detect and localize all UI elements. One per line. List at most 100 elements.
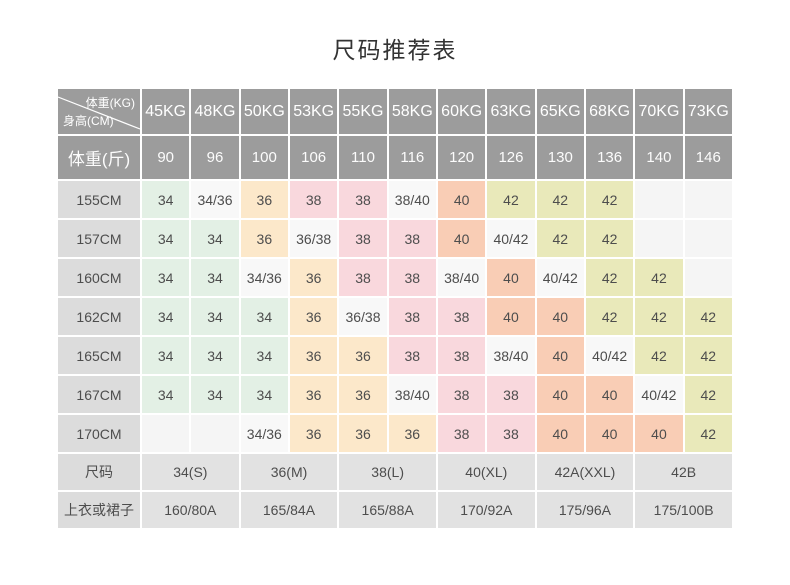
- size-cell: 40: [635, 415, 683, 452]
- size-cell: 40: [487, 259, 535, 296]
- size-cell: 34: [191, 337, 239, 374]
- garment-spec-cell: 165/84A: [240, 492, 338, 528]
- jin-value: 126: [487, 136, 535, 179]
- size-cell: 42: [635, 337, 683, 374]
- size-cell: 38: [388, 259, 436, 296]
- row-label-155cm: 155CM: [58, 181, 140, 218]
- kg-header: 68KG: [585, 89, 634, 134]
- size-cell: 34: [240, 298, 288, 335]
- size-cell: 42: [684, 337, 732, 374]
- size-cell: 38/40: [388, 376, 436, 413]
- jin-value: 120: [437, 136, 486, 179]
- size-cell: [635, 181, 683, 218]
- jin-value: 130: [536, 136, 584, 179]
- size-cell: 34: [142, 220, 190, 257]
- garment-spec-cell: 175/96A: [536, 492, 634, 528]
- header-row-jin: 体重(斤) 90 96 100 106 110 116 120 126 130 …: [58, 136, 732, 179]
- size-cell: 42: [536, 181, 584, 218]
- size-cell: 38: [437, 415, 486, 452]
- size-cell: 42: [635, 259, 683, 296]
- size-cell: [684, 181, 732, 218]
- size-cell: 36: [339, 337, 387, 374]
- size-cell: 34: [191, 259, 239, 296]
- size-cell: [191, 415, 239, 452]
- size-cell: 36: [339, 415, 387, 452]
- size-cell: 38: [487, 376, 535, 413]
- size-cell: 42: [585, 298, 634, 335]
- size-cell: [684, 259, 732, 296]
- size-cell: 36: [240, 220, 288, 257]
- size-cell: 40: [437, 220, 486, 257]
- size-cell: 42: [536, 220, 584, 257]
- garment-row-label: 上衣或裙子: [58, 492, 140, 528]
- table-row-155cm: 155CM 34 34/36 36 38 38 38/40 40 42 42 4…: [58, 181, 732, 218]
- size-cell: 34: [240, 337, 288, 374]
- row-label-160cm: 160CM: [58, 259, 140, 296]
- size-cell: 34: [142, 181, 190, 218]
- size-cell: 42: [585, 220, 634, 257]
- size-cell: 40/42: [536, 259, 584, 296]
- size-cell: 36: [289, 298, 338, 335]
- size-cell: [684, 220, 732, 257]
- size-cell: 34: [142, 298, 190, 335]
- size-cell: 40: [585, 376, 634, 413]
- size-cell: 36: [289, 337, 338, 374]
- size-cell: 40/42: [487, 220, 535, 257]
- row-label-167cm: 167CM: [58, 376, 140, 413]
- table-row-157cm: 157CM 34 34 36 36/38 38 38 40 40/42 42 4…: [58, 220, 732, 257]
- size-cell: 40: [487, 298, 535, 335]
- size-cell: [142, 415, 190, 452]
- size-cell: 34: [191, 376, 239, 413]
- table-row-170cm: 170CM 34/36 36 36 36 38 38 40 40 40 42: [58, 415, 732, 452]
- size-cell: 40: [536, 376, 584, 413]
- size-cell: 36: [339, 376, 387, 413]
- jin-value: 140: [635, 136, 683, 179]
- size-cell: 42: [487, 181, 535, 218]
- size-cell: 38: [487, 415, 535, 452]
- size-group-cell: 36(M): [240, 454, 338, 490]
- size-cell: 42: [684, 298, 732, 335]
- size-cell: 34: [191, 220, 239, 257]
- size-cell: 36: [388, 415, 436, 452]
- size-cell: 36: [289, 415, 338, 452]
- kg-header: 48KG: [191, 89, 239, 134]
- kg-header: 73KG: [684, 89, 732, 134]
- corner-weight-label: 体重(KG): [85, 96, 135, 110]
- size-cell: 40/42: [635, 376, 683, 413]
- jin-value: 96: [191, 136, 239, 179]
- table-row-160cm: 160CM 34 34 34/36 36 38 38 38/40 40 40/4…: [58, 259, 732, 296]
- size-cell: 34/36: [240, 259, 288, 296]
- size-cell: 34: [142, 376, 190, 413]
- size-group-cell: 42B: [635, 454, 732, 490]
- kg-header: 53KG: [289, 89, 338, 134]
- size-cell: 42: [684, 415, 732, 452]
- size-cell: 42: [684, 376, 732, 413]
- jin-value: 110: [339, 136, 387, 179]
- size-cell: 38: [339, 181, 387, 218]
- size-cell: 42: [585, 181, 634, 218]
- size-row-label: 尺码: [58, 454, 140, 490]
- jin-value: 100: [240, 136, 288, 179]
- size-cell: 38: [289, 181, 338, 218]
- size-group-cell: 42A(XXL): [536, 454, 634, 490]
- size-cell: 34: [142, 259, 190, 296]
- table-row-165cm: 165CM 34 34 34 36 36 38 38 38/40 40 40/4…: [58, 337, 732, 374]
- size-cell: 36/38: [339, 298, 387, 335]
- jin-value: 106: [289, 136, 338, 179]
- size-cell: 42: [635, 298, 683, 335]
- jin-row-label: 体重(斤): [58, 136, 140, 179]
- row-label-165cm: 165CM: [58, 337, 140, 374]
- size-cell: 36: [289, 259, 338, 296]
- size-cell: 40: [536, 415, 584, 452]
- size-cell: 38: [339, 220, 387, 257]
- kg-header: 70KG: [635, 89, 683, 134]
- size-cell: 36: [240, 181, 288, 218]
- diagonal-divider-line: [58, 96, 140, 130]
- jin-value: 90: [142, 136, 190, 179]
- size-cell: 38: [388, 220, 436, 257]
- size-group-cell: 34(S): [142, 454, 239, 490]
- row-label-170cm: 170CM: [58, 415, 140, 452]
- size-cell: 40: [536, 337, 584, 374]
- kg-header: 63KG: [487, 89, 535, 134]
- table-row-167cm: 167CM 34 34 34 36 36 38/40 38 38 40 40 4…: [58, 376, 732, 413]
